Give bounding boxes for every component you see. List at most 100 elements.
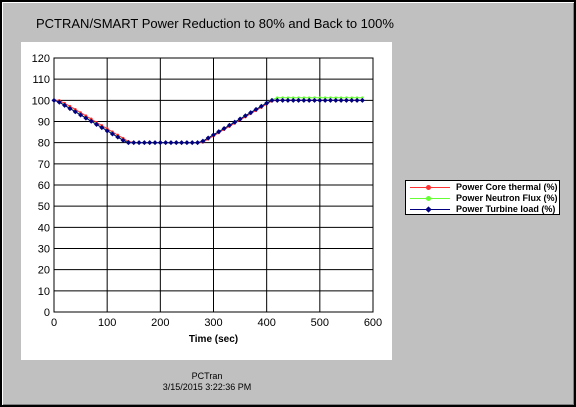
y-tick-label: 40: [38, 222, 50, 234]
data-point-2: [306, 97, 312, 103]
data-point-2: [136, 140, 142, 146]
data-point-2: [343, 97, 349, 103]
data-point-2: [258, 103, 264, 109]
data-point-2: [248, 110, 254, 116]
data-point-2: [301, 97, 307, 103]
data-point-1: [360, 96, 364, 100]
chart-plot: 0 100 200 300 400 500 600 0 10 20 30 40 50 60 70 80 90 10…: [32, 53, 383, 345]
x-tick-label: 0: [51, 317, 57, 329]
data-point-1: [334, 96, 338, 100]
y-tick-label: 90: [38, 117, 50, 129]
y-tick-label: 30: [38, 244, 50, 256]
data-point-2: [280, 97, 286, 103]
data-point-1: [307, 96, 311, 100]
data-point-2: [290, 97, 296, 103]
y-tick-label: 70: [38, 159, 50, 171]
x-tick-label: 500: [311, 317, 329, 329]
y-tick-label: 50: [38, 201, 50, 213]
plot-border: [53, 57, 374, 313]
data-point-2: [173, 140, 179, 146]
y-tick-label: 10: [38, 286, 50, 298]
data-point-2: [322, 97, 328, 103]
data-point-2: [200, 138, 206, 144]
data-point-2: [359, 97, 365, 103]
data-point-2: [184, 140, 190, 146]
legend-marker: [426, 196, 431, 201]
y-tick-label: 20: [38, 265, 50, 277]
data-point-2: [163, 140, 169, 146]
data-point-2: [264, 100, 270, 106]
y-tick-label: 100: [32, 95, 50, 107]
data-point-2: [354, 97, 360, 103]
data-point-1: [318, 96, 322, 100]
data-point-2: [115, 134, 121, 140]
data-point-2: [317, 97, 323, 103]
data-point-2: [189, 140, 195, 146]
data-point-2: [99, 125, 105, 131]
chart-title: PCTRAN/SMART Power Reduction to 80% and …: [36, 16, 394, 31]
data-point-2: [168, 140, 174, 146]
data-point-2: [269, 97, 275, 103]
data-point-2: [109, 131, 115, 137]
data-point-2: [312, 97, 318, 103]
data-point-1: [286, 96, 290, 100]
data-point-2: [349, 97, 355, 103]
legend-label: Power Core thermal (%): [456, 182, 558, 192]
data-point-2: [56, 99, 62, 105]
data-point-2: [327, 97, 333, 103]
data-point-2: [104, 128, 110, 134]
data-point-2: [157, 140, 163, 146]
y-tick-label: 120: [32, 53, 50, 65]
data-point-2: [62, 102, 68, 108]
data-point-1: [297, 96, 300, 100]
data-point-2: [285, 97, 291, 103]
data-point-1: [302, 96, 306, 100]
y-tick-label: 60: [38, 180, 50, 192]
legend-item: Power Turbine load (%): [410, 204, 559, 215]
data-point-1: [275, 96, 279, 100]
data-point-2: [211, 132, 216, 138]
data-point-1: [350, 96, 354, 100]
data-point-2: [147, 140, 153, 146]
y-tick-label: 110: [32, 74, 50, 86]
y-tick-label: 80: [38, 138, 50, 150]
data-point-2: [72, 109, 78, 115]
data-point-2: [179, 140, 185, 146]
legend-marker: [426, 185, 431, 190]
data-point-1: [345, 96, 348, 100]
legend-item: Power Core thermal (%): [410, 182, 559, 193]
data-point-2: [253, 106, 259, 112]
plot-panel: 0 100 200 300 400 500 600 0 10 20 30 40 50 60 70 80 90 10…: [21, 42, 392, 360]
legend-label: Power Turbine load (%): [456, 204, 556, 214]
data-point-2: [296, 97, 302, 103]
legend-marker: [425, 206, 432, 213]
x-tick-label: 400: [257, 317, 275, 329]
data-point-1: [339, 96, 343, 100]
legend-label: Power Neutron Flux (%): [456, 193, 558, 203]
chart-legend: Power Core thermal (%) Power Neutron Flux…: [405, 180, 560, 215]
data-point-2: [338, 97, 344, 103]
data-point-2: [141, 140, 147, 146]
data-point-2: [205, 135, 211, 141]
data-point-2: [83, 115, 89, 121]
data-point-2: [125, 140, 131, 146]
x-tick-label: 200: [151, 317, 169, 329]
data-point-2: [195, 140, 201, 146]
data-point-2: [67, 106, 73, 112]
data-point-2: [120, 137, 126, 143]
x-tick-label: 100: [98, 317, 116, 329]
data-point-2: [78, 112, 84, 118]
data-point-2: [152, 140, 158, 146]
data-point-1: [291, 96, 295, 100]
legend-item: Power Neutron Flux (%): [410, 193, 559, 204]
data-point-2: [226, 122, 232, 128]
x-axis-label: Time (sec): [189, 334, 238, 345]
data-point-2: [131, 140, 137, 146]
x-tick-label: 300: [204, 317, 222, 329]
footer-source: PCTran: [191, 371, 223, 381]
data-point-1: [281, 96, 285, 100]
data-point-2: [216, 129, 222, 135]
footer-timestamp: 3/15/2015 3:22:36 PM: [162, 382, 252, 392]
data-point-2: [94, 121, 100, 127]
